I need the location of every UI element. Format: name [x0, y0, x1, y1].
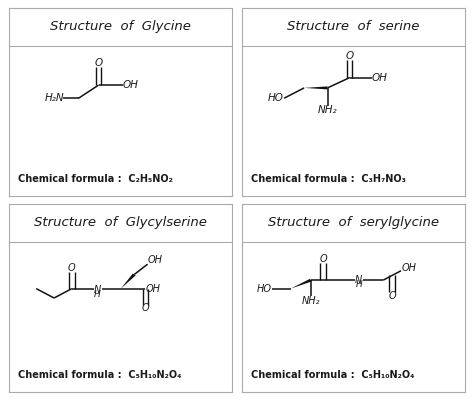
Text: O: O — [94, 58, 103, 68]
Text: O: O — [68, 263, 76, 273]
Text: Chemical formula :  C₃H₇NO₃: Chemical formula : C₃H₇NO₃ — [251, 174, 406, 184]
Text: Structure  of  serylglycine: Structure of serylglycine — [268, 216, 438, 229]
Text: O: O — [142, 303, 149, 313]
Polygon shape — [291, 279, 311, 289]
Text: N: N — [355, 275, 362, 285]
Text: Structure  of  Glycine: Structure of Glycine — [50, 20, 191, 33]
Text: O: O — [346, 51, 354, 61]
Text: Structure  of  Glycylserine: Structure of Glycylserine — [35, 216, 207, 229]
Text: Chemical formula :  C₅H₁₀N₂O₄: Chemical formula : C₅H₁₀N₂O₄ — [251, 370, 414, 380]
Text: Chemical formula :  C₅H₁₀N₂O₄: Chemical formula : C₅H₁₀N₂O₄ — [18, 370, 182, 380]
Polygon shape — [304, 86, 328, 90]
Polygon shape — [121, 274, 136, 289]
Text: HO: HO — [256, 284, 272, 294]
Text: OH: OH — [401, 263, 416, 273]
Text: HO: HO — [267, 93, 283, 103]
Text: OH: OH — [146, 284, 161, 294]
Text: H: H — [94, 290, 101, 299]
Text: O: O — [388, 291, 396, 301]
Text: Structure  of  serine: Structure of serine — [287, 20, 419, 33]
Text: N: N — [94, 284, 101, 294]
Text: OH: OH — [148, 256, 163, 266]
Text: H: H — [356, 280, 362, 289]
Text: OH: OH — [372, 72, 388, 82]
Text: Chemical formula :  C₂H₅NO₂: Chemical formula : C₂H₅NO₂ — [18, 174, 173, 184]
Text: NH₂: NH₂ — [318, 106, 337, 116]
Text: OH: OH — [123, 80, 139, 90]
Text: O: O — [319, 254, 327, 264]
Text: H₂N: H₂N — [44, 93, 64, 103]
Text: NH₂: NH₂ — [301, 296, 320, 306]
